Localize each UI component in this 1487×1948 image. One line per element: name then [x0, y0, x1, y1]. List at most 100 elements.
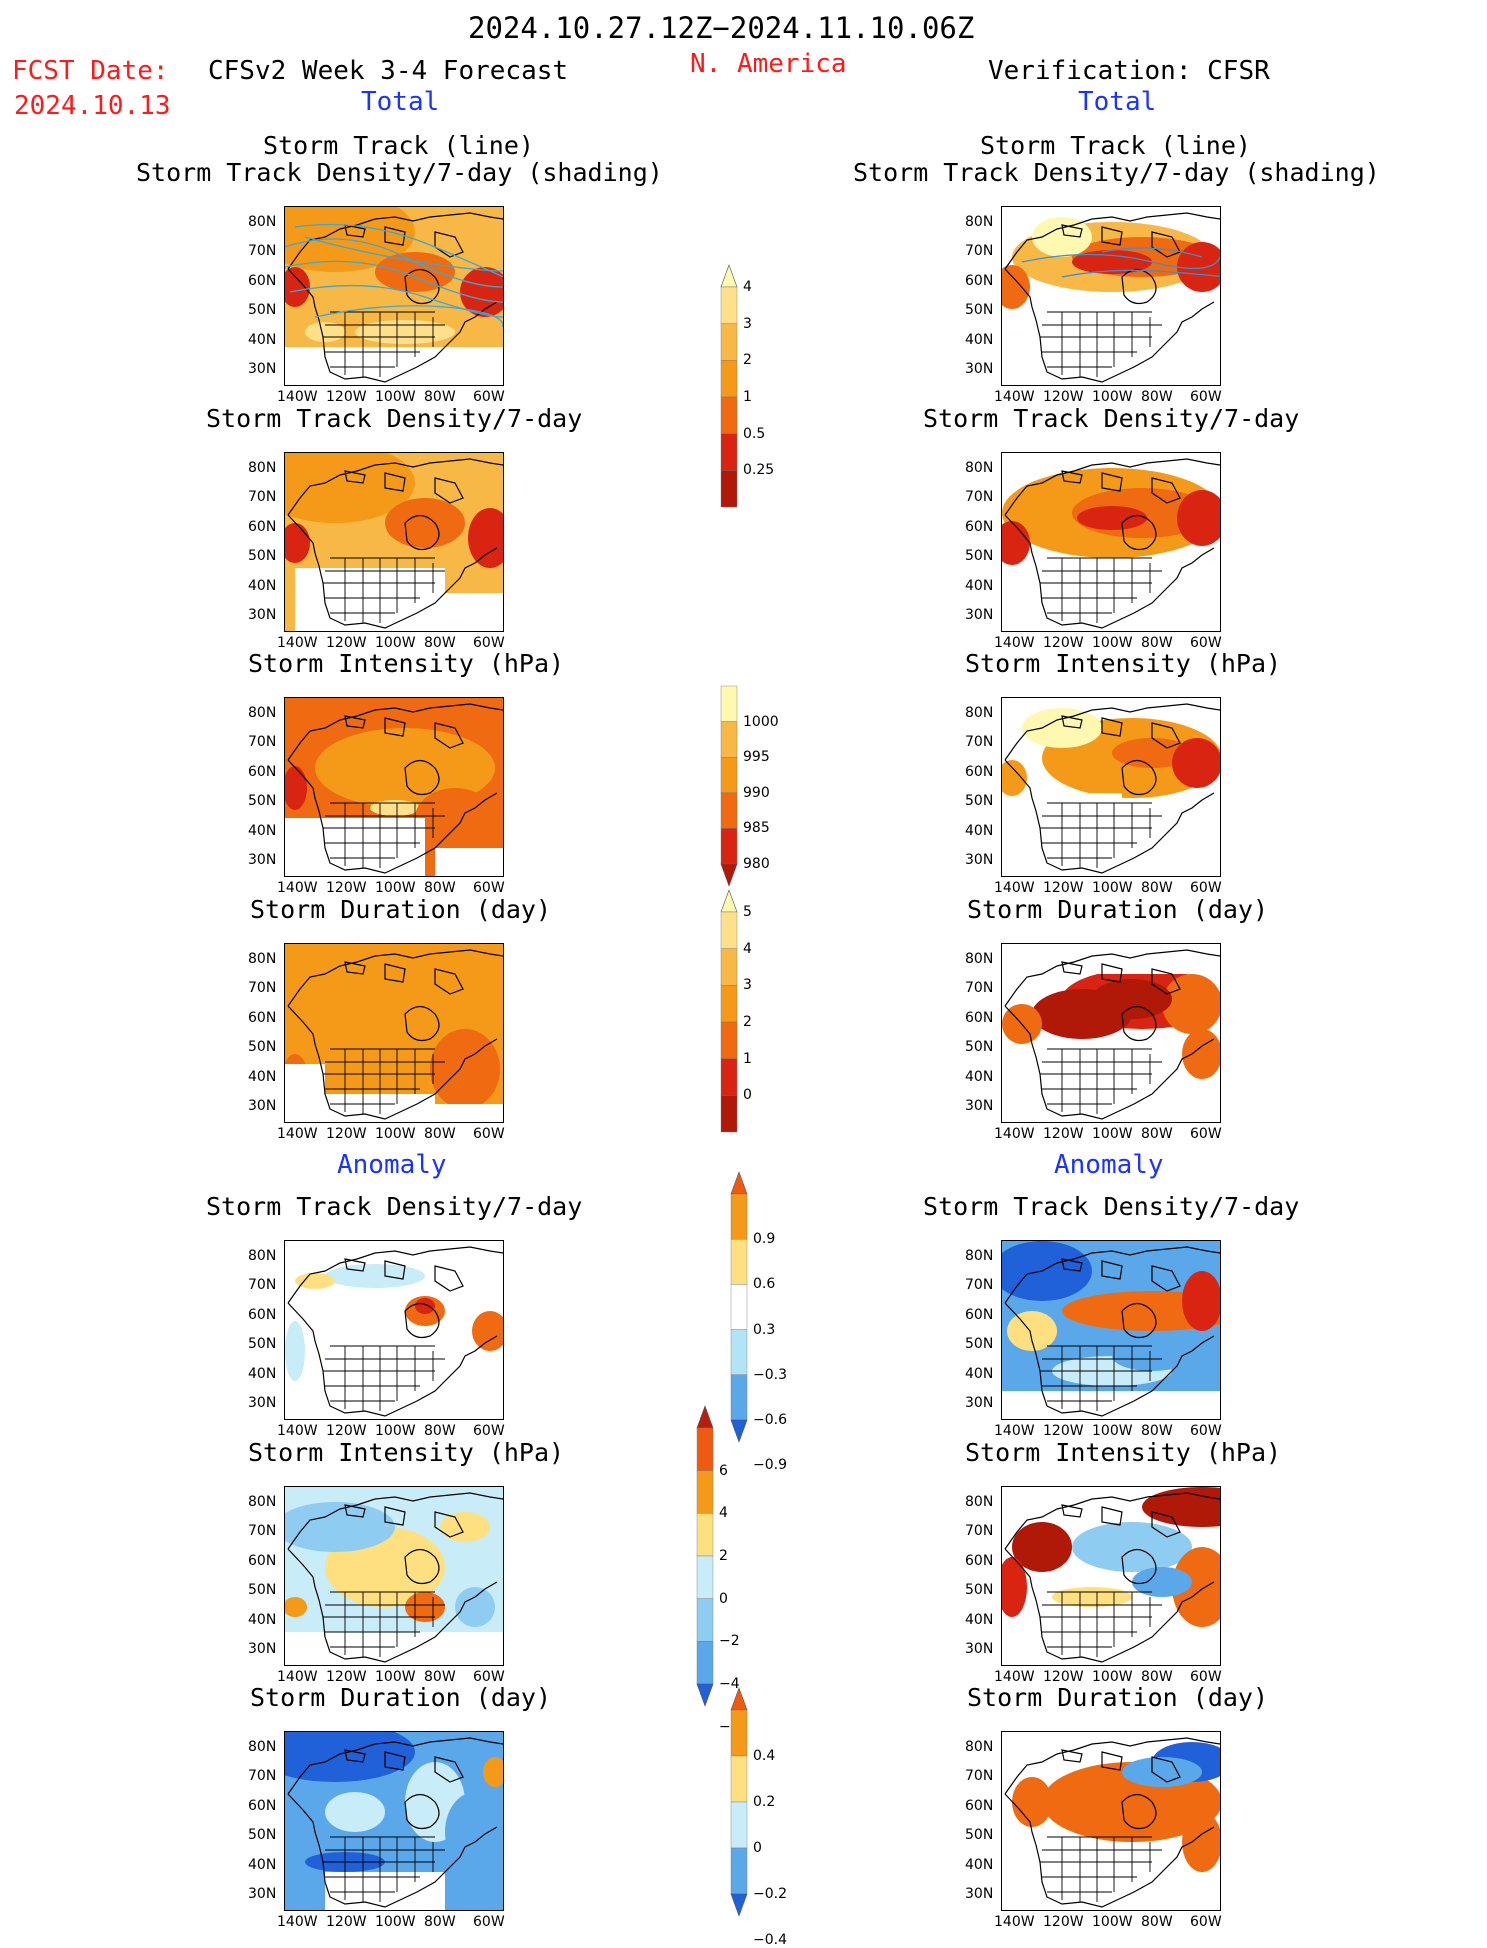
- heatmap-region: [455, 1587, 495, 1627]
- heatmap-region: [285, 523, 310, 563]
- lat-tick-label: 60N: [248, 519, 277, 535]
- lon-tick-label: 100W: [375, 880, 416, 896]
- heatmap-region: [415, 788, 495, 848]
- lat-tick-label: 60N: [965, 764, 994, 780]
- lon-tick-label: 120W: [326, 880, 367, 896]
- heatmap-blank-region: [445, 593, 503, 631]
- panel-title-density-right: Storm Track Density/7-day: [923, 404, 1300, 433]
- map-heatmap-l-density: [285, 453, 503, 631]
- lat-tick-label: 60N: [248, 1307, 277, 1323]
- colorbar-tick-label: 2: [743, 352, 752, 369]
- heatmap-region: [440, 1512, 490, 1542]
- lat-tick-label: 70N: [965, 734, 994, 750]
- lat-tick-label: 50N: [965, 1827, 994, 1843]
- panel-title-intensity-left: Storm Intensity (hPa): [248, 649, 565, 678]
- colorbar-tick-label: −4: [719, 1676, 740, 1692]
- lon-tick-label: 140W: [994, 880, 1035, 896]
- heatmap-region: [1002, 265, 1030, 309]
- heatmap-region: [1182, 1812, 1220, 1872]
- storm-track-line: [304, 236, 503, 272]
- lon-tick-label: 100W: [1092, 1914, 1133, 1930]
- panel-title-density-anom-right: Storm Track Density/7-day: [923, 1192, 1300, 1221]
- colorbar-segment: [730, 1329, 748, 1376]
- colorbar-intensity-anom: [696, 1405, 765, 1707]
- lat-tick-label: 80N: [248, 1739, 277, 1755]
- lon-tick-label: 140W: [994, 1423, 1035, 1439]
- lon-tick-label: 80W: [424, 635, 456, 651]
- lat-tick-label: 40N: [965, 1857, 994, 1873]
- heatmap-blank-region: [1002, 1852, 1172, 1910]
- lon-tick-label: 120W: [326, 1126, 367, 1142]
- lon-tick-label: 120W: [326, 389, 367, 405]
- colorbar-segment: [720, 1058, 738, 1096]
- heatmap-region: [325, 1792, 385, 1832]
- heatmap-region: [1142, 1487, 1220, 1527]
- lat-tick-label: 60N: [248, 1553, 277, 1569]
- colorbar-segment: [696, 1470, 714, 1514]
- lat-tick-label: 30N: [248, 1395, 277, 1411]
- lat-tick-label: 70N: [965, 1277, 994, 1293]
- lon-tick-label: 140W: [994, 389, 1035, 405]
- lon-tick-label: 120W: [1043, 1669, 1084, 1685]
- storm-track-line: [285, 260, 503, 303]
- lon-tick-label: 60W: [473, 880, 505, 896]
- lat-tick-label: 60N: [248, 764, 277, 780]
- lon-tick-label: 100W: [1092, 1126, 1133, 1142]
- panel-title-duration-left: Storm Duration (day): [250, 895, 552, 924]
- lat-tick-label: 40N: [248, 332, 277, 348]
- forecast-model-title: CFSv2 Week 3-4 Forecast: [208, 56, 569, 86]
- colorbar-segment: [720, 1095, 738, 1133]
- colorbar-segment: [730, 1284, 748, 1330]
- heatmap-region: [1002, 1557, 1027, 1617]
- colorbar-tick-label: 0: [743, 1087, 752, 1104]
- lat-tick-label: 30N: [248, 1098, 277, 1114]
- map-heatmap-l-intensity-anom: [285, 1487, 503, 1665]
- colorbar-segment: [730, 1238, 748, 1285]
- panel-title-density-anom-left: Storm Track Density/7-day: [206, 1192, 583, 1221]
- lon-tick-label: 140W: [994, 1669, 1035, 1685]
- lon-tick-label: 80W: [424, 1423, 456, 1439]
- lon-tick-label: 100W: [1092, 1423, 1133, 1439]
- colorbar-tick-label: 6: [719, 1462, 728, 1479]
- heatmap-region: [1072, 250, 1152, 274]
- coastline: [287, 949, 503, 1120]
- lon-tick-label: 60W: [1190, 880, 1222, 896]
- lat-tick-label: 80N: [248, 1248, 277, 1264]
- panel-title-duration-anom-left: Storm Duration (day): [250, 1683, 552, 1712]
- colorbar-segment: [720, 911, 738, 949]
- heatmap-region: [405, 1592, 445, 1622]
- lat-tick-label: 40N: [248, 823, 277, 839]
- map-heatmap-l-duration: [285, 944, 503, 1122]
- coastline: [1004, 212, 1220, 383]
- lat-tick-label: 30N: [965, 1395, 994, 1411]
- colorbar-duration-total: [720, 889, 789, 1133]
- lon-tick-label: 60W: [1190, 1914, 1222, 1930]
- lat-tick-label: 80N: [248, 1494, 277, 1510]
- lat-tick-label: 30N: [965, 852, 994, 868]
- panel-title-duration-anom-right: Storm Duration (day): [967, 1683, 1269, 1712]
- lat-tick-label: 50N: [965, 793, 994, 809]
- heatmap-region: [445, 1792, 503, 1872]
- lat-tick-label: 50N: [248, 793, 277, 809]
- lat-tick-label: 40N: [965, 578, 994, 594]
- lat-tick-label: 30N: [248, 852, 277, 868]
- colorbar-tick-label: 0.5: [743, 425, 766, 442]
- colorbar-segment: [720, 433, 738, 471]
- colorbar-tick-label: 4: [743, 279, 752, 295]
- state-borders: [323, 1048, 445, 1114]
- heatmap-blank-region: [1002, 1064, 1162, 1122]
- coastline: [1004, 1246, 1220, 1417]
- storm-track-line: [1061, 269, 1220, 278]
- lon-tick-label: 140W: [277, 1423, 318, 1439]
- lon-tick-label: 80W: [1141, 880, 1173, 896]
- fcst-date-value: 2024.10.13: [14, 91, 171, 121]
- state-borders: [1040, 557, 1162, 623]
- colorbar-tick-label: 0.4: [753, 1748, 776, 1764]
- colorbar-tick-label: 2: [743, 1014, 752, 1030]
- heatmap-region: [483, 1757, 503, 1787]
- lon-tick-label: 100W: [1092, 880, 1133, 896]
- lon-tick-label: 100W: [1092, 635, 1133, 651]
- lat-tick-label: 60N: [248, 273, 277, 289]
- lon-tick-label: 140W: [277, 1914, 318, 1930]
- map-heatmap-r-duration-anom: [1002, 1732, 1220, 1910]
